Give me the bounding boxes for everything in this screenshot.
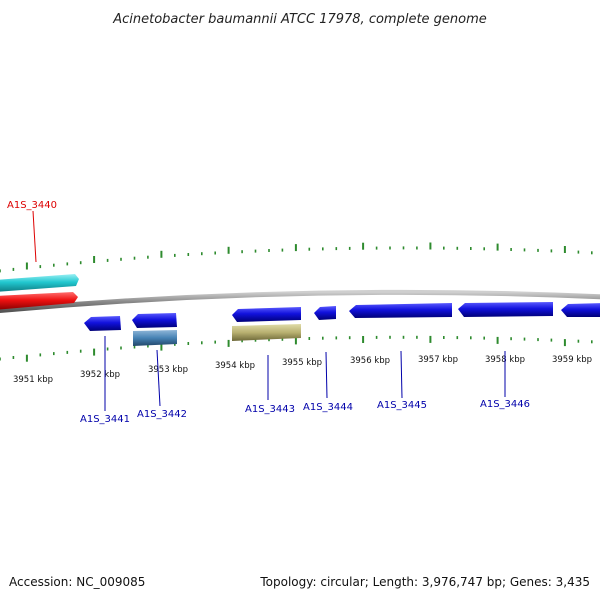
gene-label-A1S-3441[interactable]: A1S_3441 [80, 414, 130, 425]
gene-label-A1S-3445[interactable]: A1S_3445 [377, 400, 427, 411]
gene-arrow-A1S-3442[interactable] [132, 313, 177, 328]
gene-feature-A1S-3443-olive[interactable] [232, 324, 301, 341]
gene-feature-A1S-3442-steel[interactable] [133, 330, 177, 346]
tick-label-3959: 3959 kbp [552, 355, 592, 365]
tick-label-3957: 3957 kbp [418, 355, 458, 365]
gene-label-A1S-3440[interactable]: A1S_3440 [7, 200, 57, 211]
tick-label-3953: 3953 kbp [148, 365, 188, 375]
gene-label-A1S-3444[interactable]: A1S_3444 [303, 402, 353, 413]
gene-arrow-A1S-3440[interactable] [0, 292, 78, 310]
genome-backbone [0, 289, 600, 314]
tick-row-upper [0, 242, 593, 273]
tick-label-3956: 3956 kbp [350, 356, 390, 366]
genome-summary-text: Topology: circular; Length: 3,976,747 bp… [259, 575, 590, 589]
tick-label-3955: 3955 kbp [282, 358, 322, 368]
tick-row-lower [0, 335, 593, 362]
accession-text: Accession: NC_009085 [9, 575, 145, 589]
connector-A1S-3442 [156, 349, 161, 407]
tick-label-3952: 3952 kbp [80, 370, 120, 380]
connector-A1S-3440 [32, 210, 37, 263]
gene-arrow-A1S-3441[interactable] [84, 316, 121, 331]
gene-arrow-A1S-3446[interactable] [458, 302, 553, 317]
gene-feature-A1S-3440-cyan[interactable] [0, 274, 79, 292]
gene-label-A1S-3442[interactable]: A1S_3442 [137, 409, 187, 420]
tick-label-3954: 3954 kbp [215, 361, 255, 371]
tick-label-3951: 3951 kbp [13, 375, 53, 385]
gene-arrow-A1S-3444[interactable] [314, 306, 336, 320]
gene-arrow-A1S-3443[interactable] [232, 307, 301, 322]
gene-label-A1S-3446[interactable]: A1S_3446 [480, 399, 530, 410]
map-title: Acinetobacter baumannii ATCC 17978, comp… [112, 12, 487, 27]
gene-arrow-A1S-3445[interactable] [349, 303, 452, 318]
connector-A1S-3444 [325, 351, 328, 399]
connector-A1S-3445 [400, 350, 403, 399]
gene-arrow-partial[interactable] [561, 303, 600, 317]
gene-label-A1S-3443[interactable]: A1S_3443 [245, 404, 295, 415]
